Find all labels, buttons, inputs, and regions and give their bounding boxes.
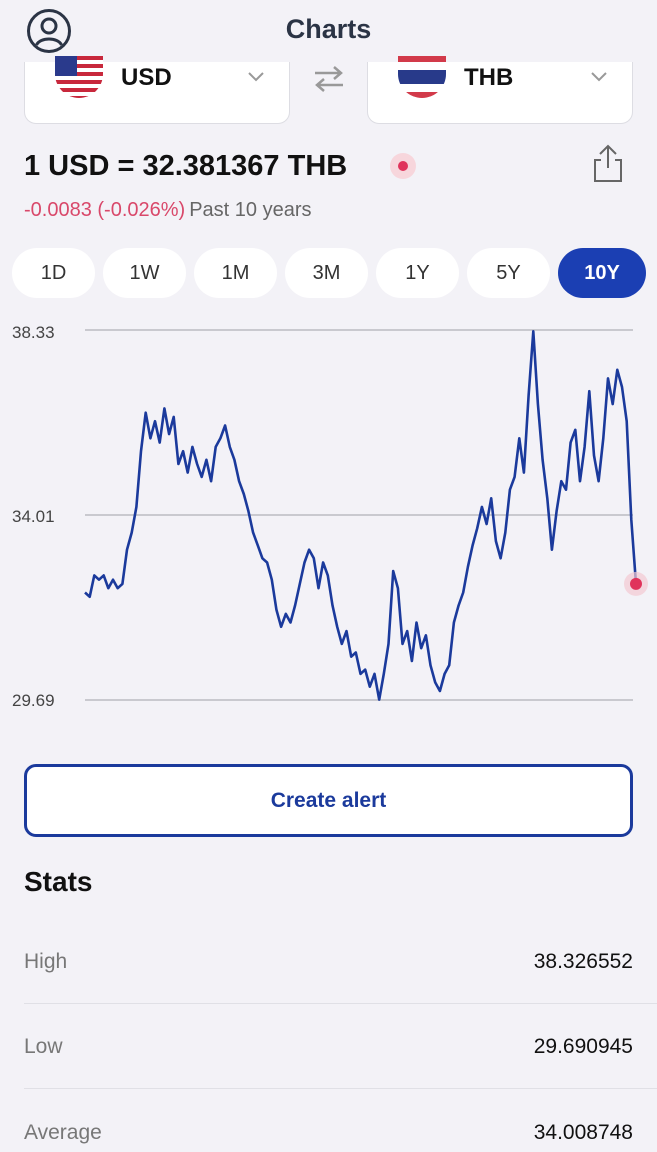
header: Charts	[0, 0, 657, 62]
stat-label: Average	[24, 1121, 102, 1144]
tab-10y[interactable]: 10Y	[558, 248, 646, 298]
divider	[24, 1003, 657, 1004]
tab-5y[interactable]: 5Y	[467, 248, 550, 298]
exchange-rate: 1 USD = 32.381367 THB	[24, 150, 348, 182]
to-currency-code: THB	[464, 64, 514, 91]
stat-row-average: Average 34.008748	[24, 1121, 633, 1152]
divider	[24, 1088, 657, 1089]
rate-chart[interactable]: 38.33 34.01 29.69	[0, 310, 657, 720]
page-title: Charts	[285, 14, 372, 44]
series-line	[84, 329, 638, 701]
period-tabs: 1D 1W 1M 3M 1Y 5Y 10Y	[12, 248, 646, 298]
stat-value: 34.008748	[533, 1121, 633, 1144]
y-tick-label: 29.69	[12, 691, 55, 710]
tab-1w[interactable]: 1W	[103, 248, 186, 298]
profile-icon[interactable]	[26, 8, 72, 54]
tab-3m[interactable]: 3M	[285, 248, 368, 298]
stat-value: 38.326552	[533, 950, 633, 973]
swap-currencies-icon[interactable]	[312, 64, 346, 94]
stat-row-high: High 38.326552	[24, 950, 633, 1036]
stat-row-low: Low 29.690945	[24, 1035, 633, 1121]
chart-canvas: 38.33 34.01 29.69	[12, 323, 648, 710]
rate-change: -0.0083 (-0.026%) Past 10 years	[24, 199, 312, 222]
stat-value: 29.690945	[533, 1035, 633, 1058]
live-indicator-icon	[390, 153, 416, 179]
stat-label: Low	[24, 1035, 63, 1058]
stat-label: High	[24, 950, 68, 973]
y-tick-label: 38.33	[12, 323, 55, 342]
create-alert-button[interactable]: Create alert	[24, 764, 633, 837]
th-flag-icon	[398, 56, 446, 98]
us-flag-icon	[55, 56, 103, 98]
change-value: -0.0083 (-0.026%)	[24, 199, 186, 221]
chevron-down-icon	[247, 70, 265, 82]
to-currency-selector[interactable]: THB	[367, 56, 633, 124]
from-currency-selector[interactable]: USD	[24, 56, 290, 124]
y-tick-label: 34.01	[12, 507, 55, 526]
share-icon[interactable]	[590, 144, 626, 184]
tab-1m[interactable]: 1M	[194, 248, 277, 298]
tab-1d[interactable]: 1D	[12, 248, 95, 298]
stats-title: Stats	[24, 866, 93, 897]
tab-1y[interactable]: 1Y	[376, 248, 459, 298]
change-period: Past 10 years	[189, 199, 312, 221]
current-point	[630, 577, 642, 590]
from-currency-code: USD	[121, 64, 172, 91]
chevron-down-icon	[590, 70, 608, 82]
